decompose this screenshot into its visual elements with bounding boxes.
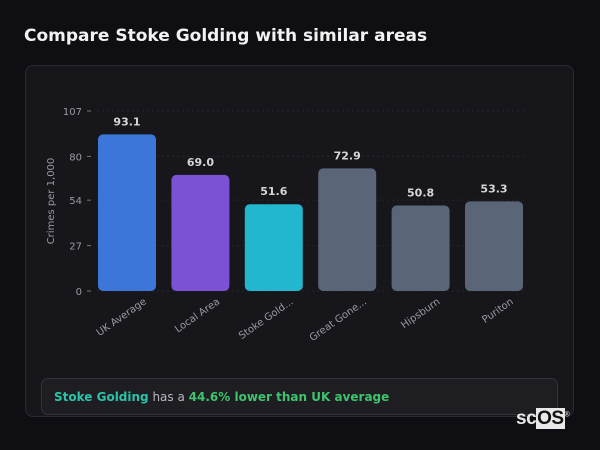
data-label: 93.1	[113, 115, 140, 128]
y-axis-label: Crimes per 1,000	[46, 158, 57, 245]
summary-box: Stoke Golding has a 44.6% lower than UK …	[41, 378, 558, 415]
y-tick-label: 0	[76, 287, 82, 298]
y-tick-label: 27	[69, 242, 82, 253]
x-tick-label: Hipsburn	[399, 296, 442, 331]
summary-middle: has a	[148, 390, 189, 404]
summary-comparison: 44.6% lower than UK average	[188, 390, 390, 404]
bar	[98, 134, 156, 291]
data-label: 69.0	[187, 156, 214, 169]
y-tick-label: 107	[63, 107, 82, 118]
x-tick-label: Puriton	[480, 296, 515, 325]
data-label: 53.3	[480, 182, 507, 195]
y-tick-label: 80	[69, 152, 82, 163]
data-label: 50.8	[407, 187, 434, 200]
bar	[391, 205, 450, 291]
bar	[318, 168, 377, 291]
data-label: 72.9	[334, 149, 361, 162]
logo: scOS®	[516, 408, 570, 429]
page-title: Compare Stoke Golding with similar areas	[24, 26, 428, 46]
bar	[465, 201, 523, 291]
bar	[244, 204, 303, 291]
x-tick-label: Stoke Gold...	[237, 296, 295, 342]
y-tick-label: 54	[69, 196, 82, 207]
bar	[171, 174, 230, 291]
x-tick-label: UK Average	[95, 296, 149, 338]
x-tick-label: Great Gone...	[308, 296, 369, 343]
x-tick-label: Local Area	[173, 296, 222, 335]
summary-area: Stoke Golding	[54, 390, 149, 404]
data-label: 51.6	[260, 185, 287, 198]
